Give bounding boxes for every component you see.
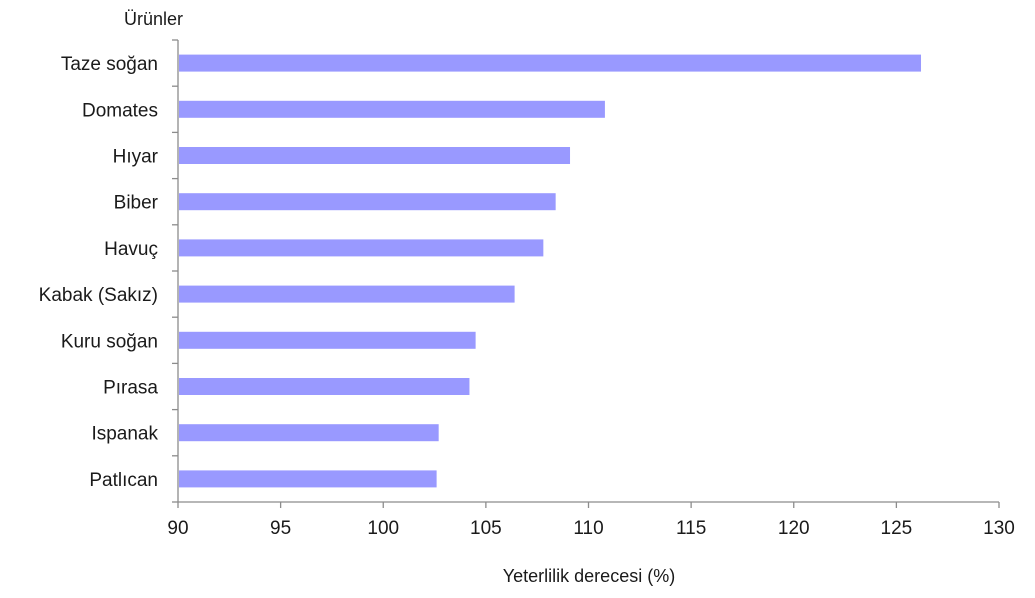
x-tick-label: 130	[983, 518, 1015, 539]
category-label: Domates	[82, 100, 158, 121]
category-label: Pırasa	[103, 378, 158, 399]
bar	[179, 378, 470, 395]
category-label: Biber	[114, 193, 159, 214]
x-axis-ticks: 90 95 100 105 110 115 120 125 130	[167, 502, 1015, 539]
category-label: Ispanak	[91, 424, 158, 445]
x-tick-label: 115	[676, 518, 706, 539]
bar	[179, 193, 556, 211]
bar	[179, 285, 515, 303]
bar	[179, 424, 439, 442]
category-label: Kuru soğan	[61, 331, 158, 352]
x-tick-label: 90	[167, 518, 188, 539]
x-tick-label: 110	[573, 518, 603, 539]
x-tick-label: 105	[470, 518, 502, 539]
x-tick-label: 95	[270, 518, 291, 539]
x-tick-label: 100	[367, 518, 399, 539]
category-label: Hıyar	[113, 147, 159, 168]
bar	[179, 470, 437, 488]
x-tick-label: 120	[778, 518, 810, 539]
category-label: Kabak (Sakız)	[39, 285, 158, 306]
x-tick-label: 125	[881, 518, 913, 539]
y-axis-title: Ürünler	[124, 9, 183, 29]
bar	[179, 147, 571, 164]
bar	[179, 239, 544, 257]
bar	[179, 100, 605, 118]
bar	[179, 331, 476, 349]
category-label: Taze soğan	[61, 54, 158, 75]
x-axis-title: Yeterlilik derecesi (%)	[503, 566, 675, 586]
category-label: Patlıcan	[89, 470, 158, 491]
bar	[179, 54, 922, 72]
category-label: Havuç	[104, 239, 158, 260]
y-axis-ticks	[172, 39, 178, 503]
category-labels: Taze soğan Domates Hıyar Biber Havuç Kabak (S…	[39, 54, 159, 491]
bars-group	[179, 54, 922, 488]
